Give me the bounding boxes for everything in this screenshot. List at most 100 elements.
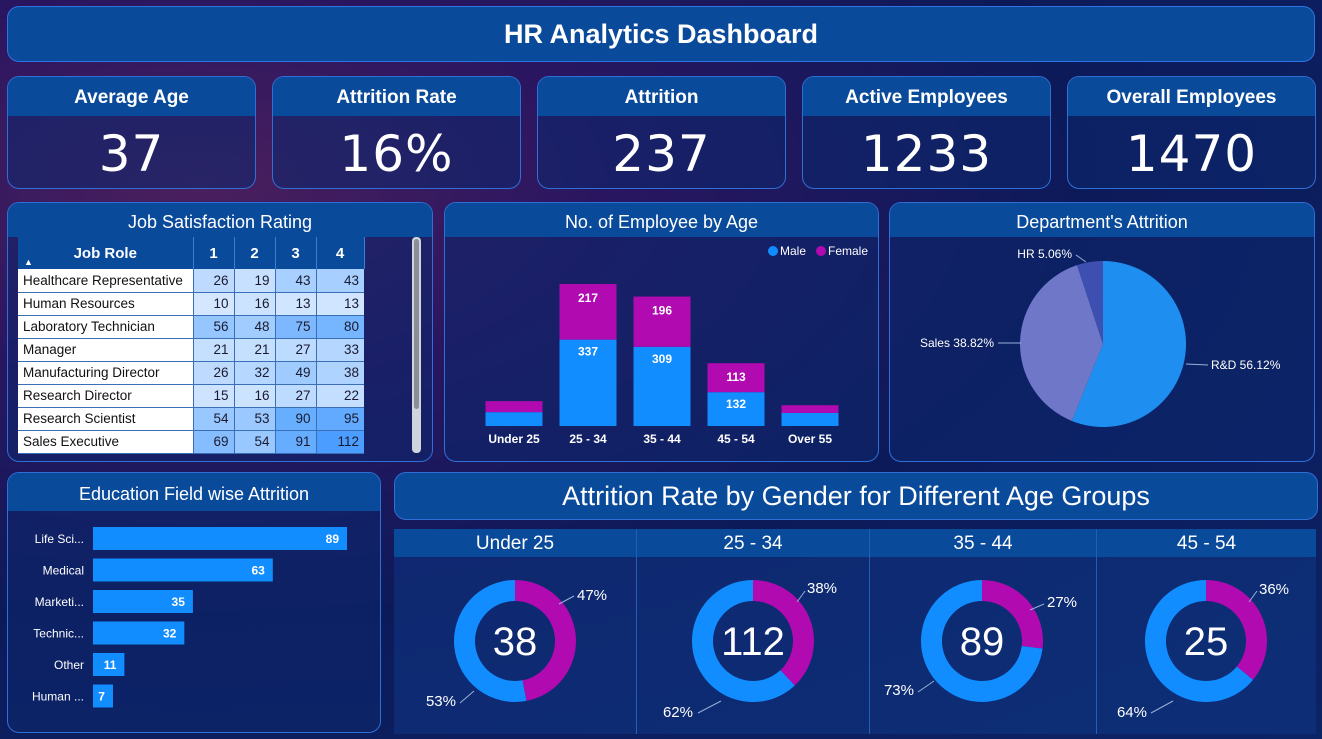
employees-by-age-chart[interactable]: Male Female Under 25 337 217 25 - 34 309 196 35 … — [445, 237, 879, 462]
donut-segment-male[interactable] — [453, 580, 527, 702]
table-row[interactable]: Research Director 15 16 27 22 — [18, 384, 364, 408]
bar[interactable] — [93, 621, 185, 645]
leader-line — [1185, 363, 1209, 366]
pie-slice-sales[interactable] — [1020, 265, 1103, 421]
department-attrition-panel[interactable]: Department's Attrition R&D 56.12% Sales 3… — [889, 202, 1315, 462]
column-header-2[interactable]: 2 — [234, 237, 276, 269]
legend-female-label: Female — [828, 244, 868, 258]
table-row[interactable]: Sales Executive 69 54 91 112 — [18, 430, 364, 454]
pie-data-label: HR 5.06% — [1017, 247, 1072, 261]
bar-male[interactable] — [559, 339, 617, 426]
rating-cell: 26 — [192, 269, 234, 293]
donut-chart[interactable]: 38 47% 53% — [394, 557, 636, 734]
rating-cell: 91 — [274, 430, 316, 454]
bar[interactable] — [93, 653, 125, 676]
department-attrition-chart[interactable]: R&D 56.12% Sales 38.82% HR 5.06% — [890, 237, 1315, 462]
job-role-cell: Healthcare Representative — [18, 269, 193, 293]
table-row[interactable]: Manager 21 21 27 33 — [18, 338, 364, 362]
bar-female[interactable] — [707, 363, 765, 393]
leader-line — [1248, 590, 1258, 603]
panel-title: Job Satisfaction Rating — [8, 203, 432, 237]
bar[interactable] — [93, 590, 193, 613]
donut-chart[interactable]: 25 36% 64% — [1097, 557, 1316, 734]
rating-cell: 75 — [274, 315, 316, 339]
bar-male[interactable] — [633, 346, 691, 426]
x-tick-label: 25 - 34 — [569, 432, 607, 446]
rating-cell: 27 — [274, 338, 316, 362]
employees-by-age-panel[interactable]: No. of Employee by Age Male Female Under 2… — [444, 202, 879, 462]
female-pct-label: 36% — [1259, 581, 1289, 598]
donut-chart[interactable]: 112 38% 62% — [637, 557, 869, 734]
column-header-4[interactable]: 4 — [316, 237, 365, 269]
age-group-donut[interactable]: Under 25 38 47% 53% — [394, 529, 636, 734]
leader-line — [1029, 603, 1045, 611]
kpi-attrition-rate[interactable]: Attrition Rate 16% — [272, 76, 521, 189]
table-row[interactable]: Human Resources 10 16 13 13 — [18, 292, 364, 316]
bar-female[interactable] — [485, 401, 543, 413]
table-row[interactable]: Healthcare Representative 26 19 43 43 — [18, 269, 364, 293]
column-header-job-role[interactable]: Job Role ▲ — [18, 237, 194, 269]
kpi-attrition[interactable]: Attrition 237 — [537, 76, 786, 189]
age-group-label: 25 - 34 — [637, 529, 869, 557]
donut-segment-female[interactable] — [753, 580, 814, 686]
rating-cell: 53 — [233, 407, 275, 431]
donut-segment-female[interactable] — [515, 580, 576, 701]
bar-male[interactable] — [485, 412, 543, 426]
bar-female[interactable] — [559, 284, 617, 340]
donut-segment-male[interactable] — [691, 580, 795, 702]
kpi-active-employees[interactable]: Active Employees 1233 — [802, 76, 1051, 189]
sort-ascending-icon[interactable]: ▲ — [24, 257, 33, 267]
table-row[interactable]: Manufacturing Director 26 32 49 38 — [18, 361, 364, 385]
age-group-donut[interactable]: 45 - 54 25 36% 64% — [1097, 529, 1316, 734]
donut-center-value: 25 — [1184, 620, 1229, 664]
age-group-donut[interactable]: 35 - 44 89 27% 73% — [870, 529, 1096, 734]
rating-cell: 49 — [274, 361, 316, 385]
job-satisfaction-panel[interactable]: Job Satisfaction Rating Job Role ▲ 1 2 3… — [7, 202, 433, 462]
rating-cell: 43 — [274, 269, 316, 293]
table-row[interactable]: Laboratory Technician 56 48 75 80 — [18, 315, 364, 339]
donut-chart[interactable]: 89 27% 73% — [870, 557, 1096, 734]
donut-segment-female[interactable] — [982, 580, 1043, 649]
age-group-label: Under 25 — [394, 529, 636, 557]
bar-male[interactable] — [707, 392, 765, 426]
bar[interactable] — [93, 527, 347, 550]
pie-slice-hr[interactable] — [1077, 261, 1103, 344]
donut-segment-male[interactable] — [921, 580, 1043, 702]
rating-cell: 69 — [192, 430, 234, 454]
rating-cell: 16 — [233, 292, 275, 316]
job-role-cell: Manager — [18, 338, 193, 362]
male-pct-label: 53% — [426, 693, 456, 710]
rating-cell: 21 — [233, 338, 275, 362]
job-role-cell: Research Director — [18, 384, 193, 408]
table-row[interactable]: Research Scientist 54 53 90 95 — [18, 407, 364, 431]
legend-male-icon — [768, 246, 778, 256]
age-group-label: 45 - 54 — [1097, 529, 1316, 557]
pie-slice-rd[interactable] — [1071, 261, 1186, 427]
bar[interactable] — [93, 558, 273, 582]
age-group-donut[interactable]: 25 - 34 112 38% 62% — [637, 529, 869, 734]
rating-cell: 27 — [274, 384, 316, 408]
donut-segment-male[interactable] — [1145, 580, 1254, 702]
education-field-chart[interactable]: Life Sci... 89 Medical 63 Marketi... 35 Techni… — [8, 511, 381, 733]
bar-male[interactable] — [781, 412, 839, 426]
gender-attrition-panel[interactable]: Under 25 38 47% 53% 25 - 34 112 38% 62% 35 - 44 8… — [394, 529, 1316, 734]
bar-female[interactable] — [781, 405, 839, 413]
bar[interactable] — [93, 684, 113, 708]
kpi-value: 37 — [98, 125, 165, 183]
rating-cell: 54 — [192, 407, 234, 431]
column-divider — [1096, 529, 1097, 734]
kpi-overall-employees[interactable]: Overall Employees 1470 — [1067, 76, 1316, 189]
column-header-3[interactable]: 3 — [275, 237, 317, 269]
donut-segment-female[interactable] — [1206, 580, 1267, 680]
kpi-average-age[interactable]: Average Age 37 — [7, 76, 256, 189]
y-tick-label: Life Sci... — [35, 532, 84, 546]
rating-cell: 80 — [315, 315, 364, 339]
job-satisfaction-table[interactable]: Job Role ▲ 1 2 3 4 Healthcare Representa… — [18, 237, 365, 454]
legend-female-icon — [816, 246, 826, 256]
scrollbar-thumb[interactable] — [414, 239, 419, 409]
kpi-value: 1470 — [1125, 125, 1258, 183]
column-header-1[interactable]: 1 — [193, 237, 235, 269]
education-field-attrition-panel[interactable]: Education Field wise Attrition Life Sci.… — [7, 472, 381, 733]
leader-line — [697, 700, 722, 714]
bar-female[interactable] — [633, 296, 691, 347]
